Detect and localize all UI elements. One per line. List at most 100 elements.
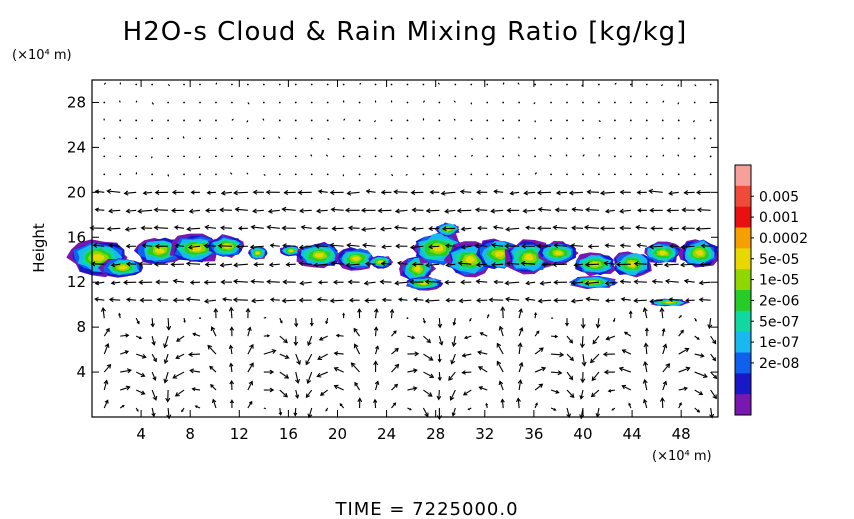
wind-vector [390,119,393,122]
wind-vector [109,209,121,212]
wind-vector [211,326,217,337]
wind-vector-head [642,398,648,404]
wind-vector-head [252,208,257,214]
wind-vector [597,318,600,328]
wind-vector-head [615,82,617,85]
wind-vector [518,380,522,391]
wind-vector-head [677,154,679,156]
wind-vector [351,362,360,373]
wind-vector-head [318,336,324,341]
wind-vector [426,209,440,212]
wind-vector-head [662,100,665,103]
wind-vector-head [571,225,576,231]
cloud-contour [524,253,534,261]
wind-vector [253,209,264,212]
wind-vector-head [462,391,468,396]
wind-vector [406,137,409,140]
wind-vector [677,173,680,176]
wind-vector [645,119,648,122]
wind-vector [566,83,568,86]
wind-vector [613,173,616,176]
wind-vector [496,343,504,355]
wind-vector-head [700,243,706,249]
wind-vector [204,299,217,303]
wind-vector [613,137,616,140]
wind-vector-head [172,278,178,284]
wind-vector [571,299,584,302]
wind-vector [278,155,281,158]
wind-vector [574,263,584,266]
wind-vector-head [339,403,343,407]
wind-vector [279,389,288,398]
wind-vector-head [605,336,611,341]
wind-vector-head [176,337,181,342]
wind-vector-head [678,402,682,406]
wind-vector-head [603,260,609,266]
wind-vector [423,353,433,361]
wind-vector [233,280,248,283]
wind-vector-head [541,262,546,267]
wind-vector [645,83,648,86]
wind-vector-head [451,342,457,348]
wind-vector [620,244,631,247]
wind-vector [540,281,552,285]
wind-vector-head [298,297,304,303]
wind-vector [606,299,615,302]
wind-vector [247,362,254,373]
wind-vector-head [681,225,686,231]
wind-vector-head [702,373,708,379]
wind-vector [613,155,616,158]
wind-vector-head [175,354,180,359]
wind-vector-head [535,172,537,174]
wind-vector-head [485,402,489,406]
wind-vector-head [204,224,210,230]
wind-vector [167,101,170,104]
wind-vector-head [644,327,649,332]
wind-vector [629,137,632,140]
wind-vector [164,371,169,383]
wind-vector-head [105,327,110,333]
wind-vector [207,345,217,355]
wind-vector [438,119,441,122]
wind-vector [470,119,473,122]
wind-vector [710,335,716,344]
wind-vector [347,244,360,247]
wind-vector-head [248,400,253,405]
wind-vector-head [580,324,586,329]
wind-vector-head [380,261,386,267]
wind-vector-head [423,320,426,324]
wind-vector [413,298,424,301]
wind-vector [524,191,536,194]
wind-vector [669,191,679,195]
wind-vector [151,335,155,345]
wind-vector-head [210,384,214,388]
wind-vector [458,262,472,265]
x-tick-label: 44 [623,425,642,443]
wind-vector [566,407,570,418]
wind-vector [580,389,584,399]
wind-vector-head [467,408,470,411]
wind-vector-head [249,244,255,250]
wind-vector-head [310,154,312,156]
wind-vector [422,407,429,417]
wind-vector [125,227,137,231]
wind-vector-head [209,365,214,370]
wind-vector-head [525,280,530,286]
wind-vector [120,350,129,355]
wind-vector [661,308,664,319]
wind-vector-head [661,84,663,87]
cloud-contour [118,265,128,270]
wind-vector-head [333,367,339,372]
wind-vector [175,353,185,359]
wind-vector-head [174,243,179,249]
wind-vector [550,137,552,140]
y-axis-label: Height [30,223,48,273]
wind-vector [678,367,690,373]
wind-vector [174,226,185,229]
wind-vector-head [282,243,287,249]
x-tick-label: 48 [672,425,691,443]
colorbar-swatch [735,248,751,270]
colorbar-swatch [735,290,751,312]
wind-vector [407,369,417,373]
wind-vector [157,299,169,301]
